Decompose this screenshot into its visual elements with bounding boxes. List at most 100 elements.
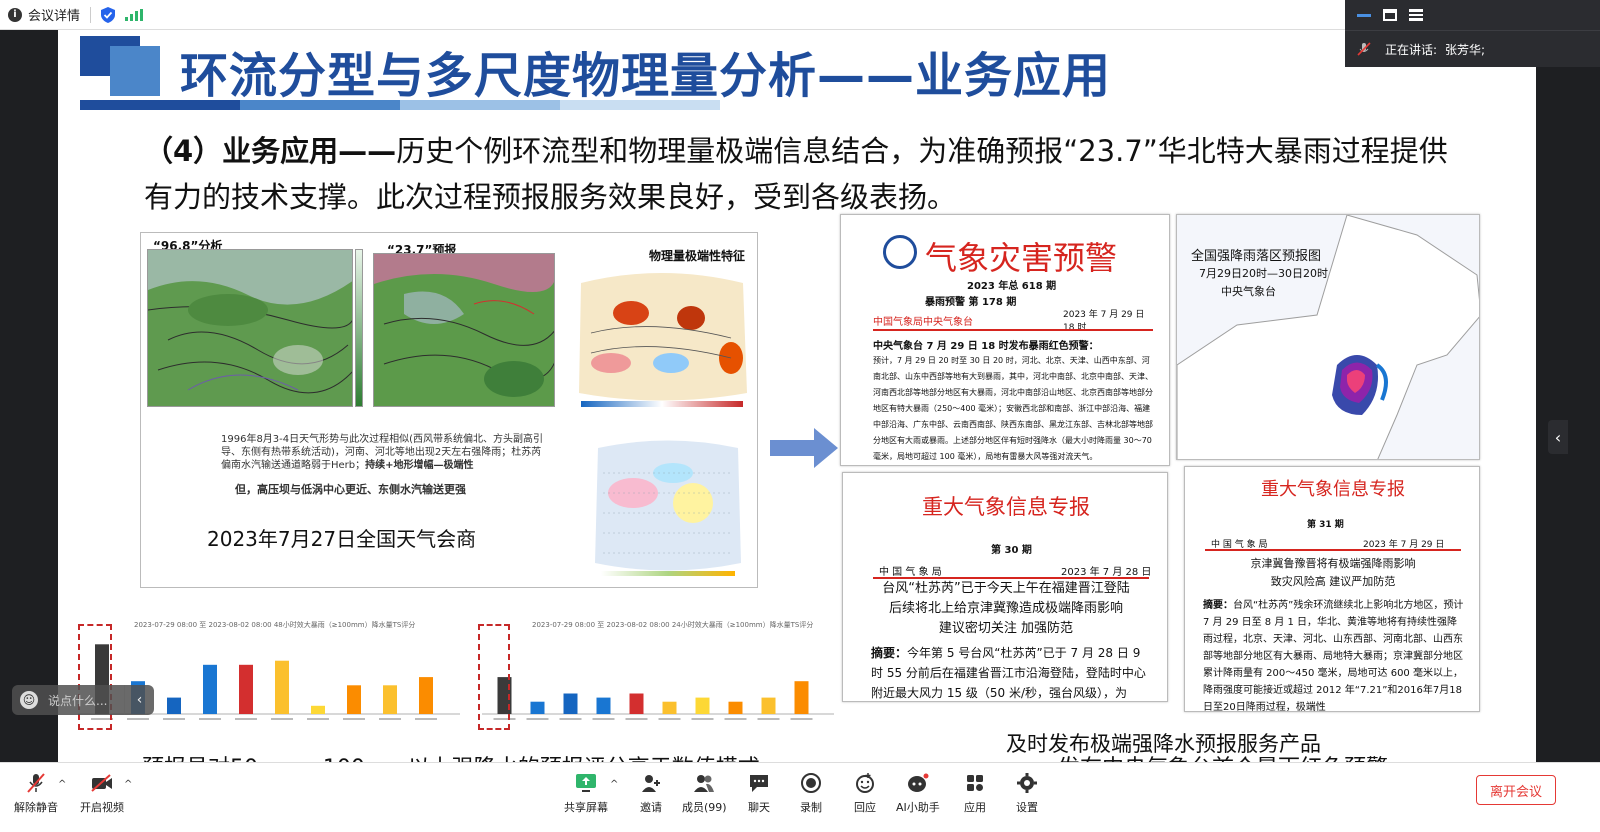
chat-label: 聊天 <box>748 801 770 814</box>
chevron-up-icon[interactable]: ^ <box>58 779 67 790</box>
list-icon[interactable] <box>1409 9 1423 21</box>
bar <box>596 697 611 714</box>
bar-tick-label <box>724 718 747 720</box>
bar <box>347 685 361 714</box>
bar-tick-label <box>691 718 714 720</box>
warning-sub-issue: 暴雨预警 第 178 期 <box>925 297 1017 308</box>
leave-meeting-button[interactable]: 离开会议 <box>1476 775 1556 805</box>
products-caption: 及时发布极端强降水预报服务产品 <box>1006 732 1321 756</box>
highlight-box <box>78 624 112 730</box>
divider <box>90 6 92 23</box>
apps-button[interactable]: 应用 <box>962 771 988 815</box>
bulletin-30: 重大气象信息专报 第 30 期 中 国 气 象 局 2023 年 7 月 28 … <box>842 472 1168 702</box>
bulletin-30-summary: 摘要：今年第 5 号台风“杜苏芮”已于 7 月 28 日 9 时 55 分前后在… <box>871 643 1151 701</box>
title-underline <box>80 100 720 110</box>
side-panel-toggle-button[interactable]: ‹ <box>1548 420 1568 454</box>
chat-collapse-button[interactable]: ‹ <box>124 685 154 715</box>
chevron-up-icon[interactable]: ^ <box>610 779 619 790</box>
bar <box>794 681 809 714</box>
bar-tick-label <box>526 718 549 720</box>
gear-icon <box>1014 771 1040 795</box>
analysis-bold: 持续+地形增幅—极端性 <box>365 460 474 471</box>
slide-title: 环流分型与多尺度物理量分析——业务应用 <box>180 48 1112 104</box>
warning-body: 预计，7 月 29 日 20 时至 30 日 20 时，河北、北京、天津、山西中… <box>873 356 1153 461</box>
bulletin-31-issue: 第 31 期 <box>1307 520 1344 530</box>
bulletin-31-line-1: 京津冀鲁豫晋将有极端强降雨影响 <box>1250 557 1416 570</box>
bar-tick-label <box>757 718 780 720</box>
rain-map-org: 中央气象台 <box>1221 285 1276 298</box>
summary-text: 台风“杜苏芮”残余环流继续北上影响北方地区，预计 7 月 29 日至 8 月 1… <box>1203 600 1464 712</box>
shared-screen-stage: 环流分型与多尺度物理量分析——业务应用 （4）业务应用——历史个例环流型和物理量… <box>0 30 1600 762</box>
shield-check-icon[interactable] <box>101 6 116 23</box>
bar-tick-label <box>790 718 813 720</box>
cut-text-left: 预报员对50mm、100mm以上强降水的预报评分高于数值模式 <box>142 750 760 762</box>
map-237 <box>373 253 555 407</box>
bar-tick-label <box>415 718 437 720</box>
share-screen-icon <box>573 771 599 795</box>
bar-tick-label <box>559 718 582 720</box>
minimize-icon[interactable] <box>1357 13 1371 17</box>
warning-title: 气象灾害预警 <box>925 239 1118 277</box>
bulletin-31: 重大气象信息专报 第 31 期 中 国 气 象 局 2023 年 7 月 29 … <box>1184 466 1480 712</box>
label-extreme: 物理量极端性特征 <box>649 249 746 263</box>
signal-bars-icon[interactable] <box>125 8 144 21</box>
settings-button[interactable]: 设置 <box>1014 771 1040 815</box>
start-video-label: 开启视频 <box>80 801 124 814</box>
active-speaker-row: 正在讲话: 张芳华; <box>1345 30 1600 67</box>
bulletin-30-issue: 第 30 期 <box>991 545 1032 556</box>
speaker-panel: 正在讲话: 张芳华; <box>1345 0 1600 67</box>
mic-muted-icon <box>1357 42 1371 56</box>
chat-placeholder[interactable]: 说点什么... <box>48 693 108 708</box>
bulletin-30-title: 重大气象信息专报 <box>922 495 1090 519</box>
meeting-details-button[interactable]: i 会议详情 <box>8 5 80 24</box>
record-button[interactable]: 录制 <box>798 771 824 815</box>
analysis-body: 1996年8月3-4日天气形势与此次过程相似(西风带系统偏北、方头副高引导、东侧… <box>221 434 544 471</box>
summary-label: 摘要： <box>871 646 908 660</box>
members-icon <box>691 771 717 795</box>
mic-muted-icon <box>23 771 49 795</box>
bar-tick-label <box>658 718 681 720</box>
bar <box>563 693 578 714</box>
info-icon: i <box>8 7 22 22</box>
invite-button[interactable]: 邀请 <box>638 771 664 815</box>
analysis-conclusion: 但，高压坝与低涡中心更近、东侧水汽输送更强 <box>235 483 466 496</box>
rain-map-period: 7月29日20时—30日20时 <box>1199 267 1328 280</box>
unmute-button[interactable]: 解除静音 <box>14 771 58 815</box>
bulletin-31-org: 中 国 气 象 局 <box>1211 540 1268 550</box>
bar-tick-label <box>91 718 113 720</box>
record-icon <box>798 771 824 795</box>
lead-text: 历史个例环流型和物理量极端信息结合，为准确预报“23.7”华北特大暴雨过程提供有… <box>144 134 1448 214</box>
ai-assistant-icon <box>905 771 931 795</box>
reply-button[interactable]: 回应 <box>852 771 878 815</box>
red-divider <box>873 577 1149 579</box>
share-screen-button[interactable]: 共享屏幕 <box>564 771 608 815</box>
bulletin-30-line-2: 后续将北上给京津冀豫造成极端降雨影响 <box>888 601 1123 616</box>
share-screen-label: 共享屏幕 <box>564 801 608 814</box>
start-video-button[interactable]: 开启视频 <box>80 771 124 815</box>
bulletin-30-line-1: 台风“杜苏芮”已于今天上午在福建晋江登陆 <box>882 581 1130 596</box>
warning-issue: 2023 年总 618 期 <box>967 281 1057 292</box>
chat-input-box[interactable]: ☺ 说点什么... ‹ <box>12 685 154 715</box>
bar-tick-label <box>163 718 185 720</box>
warning-org: 中国气象局中央气象台 <box>873 317 973 328</box>
chat-button[interactable]: 聊天 <box>746 771 772 815</box>
bulletin-31-line-2: 致灾风险高 建议严加防范 <box>1270 575 1396 588</box>
chevron-up-icon[interactable]: ^ <box>124 779 133 790</box>
red-divider <box>873 329 1153 331</box>
bar <box>629 693 644 714</box>
summary-label: 摘要： <box>1203 600 1233 611</box>
lead-paragraph: （4）业务应用——历史个例环流型和物理量极端信息结合，为准确预报“23.7”华北… <box>144 128 1474 220</box>
emoji-icon[interactable]: ☺ <box>20 691 38 709</box>
window-icon[interactable] <box>1383 9 1397 21</box>
warning-date: 2023 年 7 月 29 日 18 时 <box>1063 310 1145 333</box>
speaker-name: 张芳华; <box>1445 42 1486 57</box>
camera-off-icon <box>89 771 115 795</box>
bar-caption-24h: 2023-07-29 08:00 至 2023-08-02 08:00 24小时… <box>532 621 814 629</box>
ai-assistant-button[interactable]: AI小助手 <box>896 771 940 815</box>
invite-icon <box>638 771 664 795</box>
reaction-icon <box>852 771 878 795</box>
colorbar <box>355 249 363 407</box>
bar <box>203 664 217 714</box>
members-button[interactable]: 成员(99) <box>682 771 727 815</box>
